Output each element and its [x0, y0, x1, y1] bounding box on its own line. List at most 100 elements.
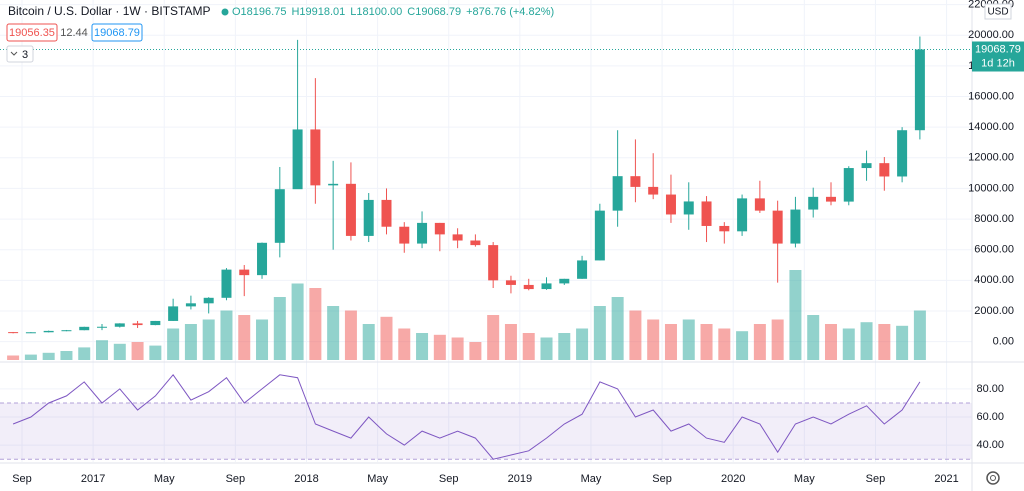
volume-bar	[469, 342, 482, 360]
volume-bar	[60, 351, 73, 360]
candle-body	[790, 209, 801, 244]
settings-icon[interactable]	[986, 471, 1000, 485]
volume-bar	[309, 288, 322, 360]
candle-body	[25, 332, 36, 334]
candle-body	[470, 240, 481, 246]
last-price-box	[972, 41, 1024, 72]
candle-body	[665, 194, 676, 215]
volume-bar	[896, 325, 909, 360]
bid-box[interactable]	[6, 23, 58, 42]
candle-body	[274, 189, 285, 243]
candle-body	[719, 225, 730, 232]
rsi-line	[12, 373, 921, 460]
x-tick-label: Sep	[866, 473, 886, 485]
volume-bar	[842, 328, 855, 360]
candle-body	[310, 129, 321, 186]
countdown: 1d 12h	[981, 57, 1015, 69]
candle-body	[381, 199, 392, 227]
y-tick-label: 8000.00	[974, 213, 1014, 225]
candle-body	[523, 284, 534, 290]
y-tick-label: 6000.00	[974, 244, 1014, 256]
candle-body	[737, 198, 748, 232]
candle-body	[185, 303, 196, 307]
volume-bar	[700, 324, 713, 360]
candle-body	[257, 242, 268, 276]
ohlc-value: O18196.75	[232, 6, 286, 18]
volume-bar	[362, 324, 375, 360]
candle-body	[43, 330, 54, 333]
ask-price: 19068.79	[94, 27, 140, 39]
candle-body	[577, 260, 588, 279]
ohlc-value: L18100.00	[350, 6, 402, 18]
status-dot	[221, 8, 229, 16]
x-tick-label: Sep	[652, 473, 672, 485]
ohlc-value: H19918.01	[291, 6, 345, 18]
candle-body	[239, 269, 250, 276]
candle-body	[701, 201, 712, 226]
x-tick-label: Sep	[226, 473, 246, 485]
volume-bar	[789, 270, 802, 360]
ask-box[interactable]	[91, 23, 143, 42]
volume-bar	[664, 324, 677, 360]
volume-bar	[433, 334, 446, 360]
plot	[0, 36, 972, 460]
x-tick-label: May	[581, 473, 602, 485]
ohlc-legend: O18196.75 H19918.01 L18100.00 C19068.79 +876…	[232, 6, 554, 18]
volume-bar	[291, 283, 304, 360]
volume-bar	[807, 315, 820, 360]
x-tick-label: May	[794, 473, 815, 485]
volume-bar	[593, 306, 606, 360]
candle-body	[594, 210, 605, 261]
candle-body	[79, 326, 90, 331]
candle-body	[808, 196, 819, 210]
indicator-count: 3	[22, 49, 28, 61]
bid-price: 19056.35	[9, 27, 55, 39]
candle-body	[399, 226, 410, 244]
rsi-band	[0, 402, 972, 460]
candle-body	[150, 320, 161, 326]
volume-bar	[487, 315, 500, 360]
candle-body	[203, 297, 214, 304]
volume-bar	[24, 354, 37, 360]
volume-bar	[256, 319, 269, 360]
candle-body	[648, 186, 659, 195]
volume-bar	[771, 319, 784, 360]
volume-bar	[344, 310, 357, 360]
x-tick-label: 2018	[294, 473, 318, 485]
volume-bar	[718, 328, 731, 360]
indicators-toggle[interactable]	[6, 45, 34, 63]
rsi-tick-label: 60.00	[976, 411, 1004, 423]
x-tick-label: 2019	[508, 473, 532, 485]
candle-body	[488, 245, 499, 281]
chevron-icon	[10, 51, 18, 56]
candle-body	[683, 201, 694, 215]
candle-body	[61, 330, 72, 332]
symbol-title: Bitcoin / U.S. Dollar · 1W · BITSTAMP	[8, 4, 210, 18]
candle-body	[328, 183, 339, 186]
x-tick-label: 2021	[934, 473, 958, 485]
candle-body	[8, 332, 19, 334]
candle-body	[97, 326, 108, 328]
candle-body	[914, 49, 925, 131]
candle-body	[221, 269, 232, 298]
volume-bar	[167, 328, 180, 360]
candle-body	[843, 168, 854, 202]
candle-body	[879, 163, 890, 177]
volume-bar	[380, 316, 393, 360]
volume-bar	[611, 297, 624, 360]
volume-bar	[398, 328, 411, 360]
volume-bar	[113, 343, 126, 360]
volume-bar	[860, 322, 873, 360]
volume-bar	[558, 333, 571, 360]
volume-bar	[629, 310, 642, 360]
volume-bar	[913, 310, 926, 360]
x-tick-label: Sep	[439, 473, 459, 485]
rsi-tick-label: 80.00	[976, 383, 1004, 395]
candle-body	[363, 199, 374, 236]
candle-body	[861, 163, 872, 169]
currency-box[interactable]	[984, 3, 1012, 20]
candle-body	[559, 278, 570, 284]
y-tick-label: 10000.00	[968, 182, 1014, 194]
volume-bar	[576, 328, 589, 360]
